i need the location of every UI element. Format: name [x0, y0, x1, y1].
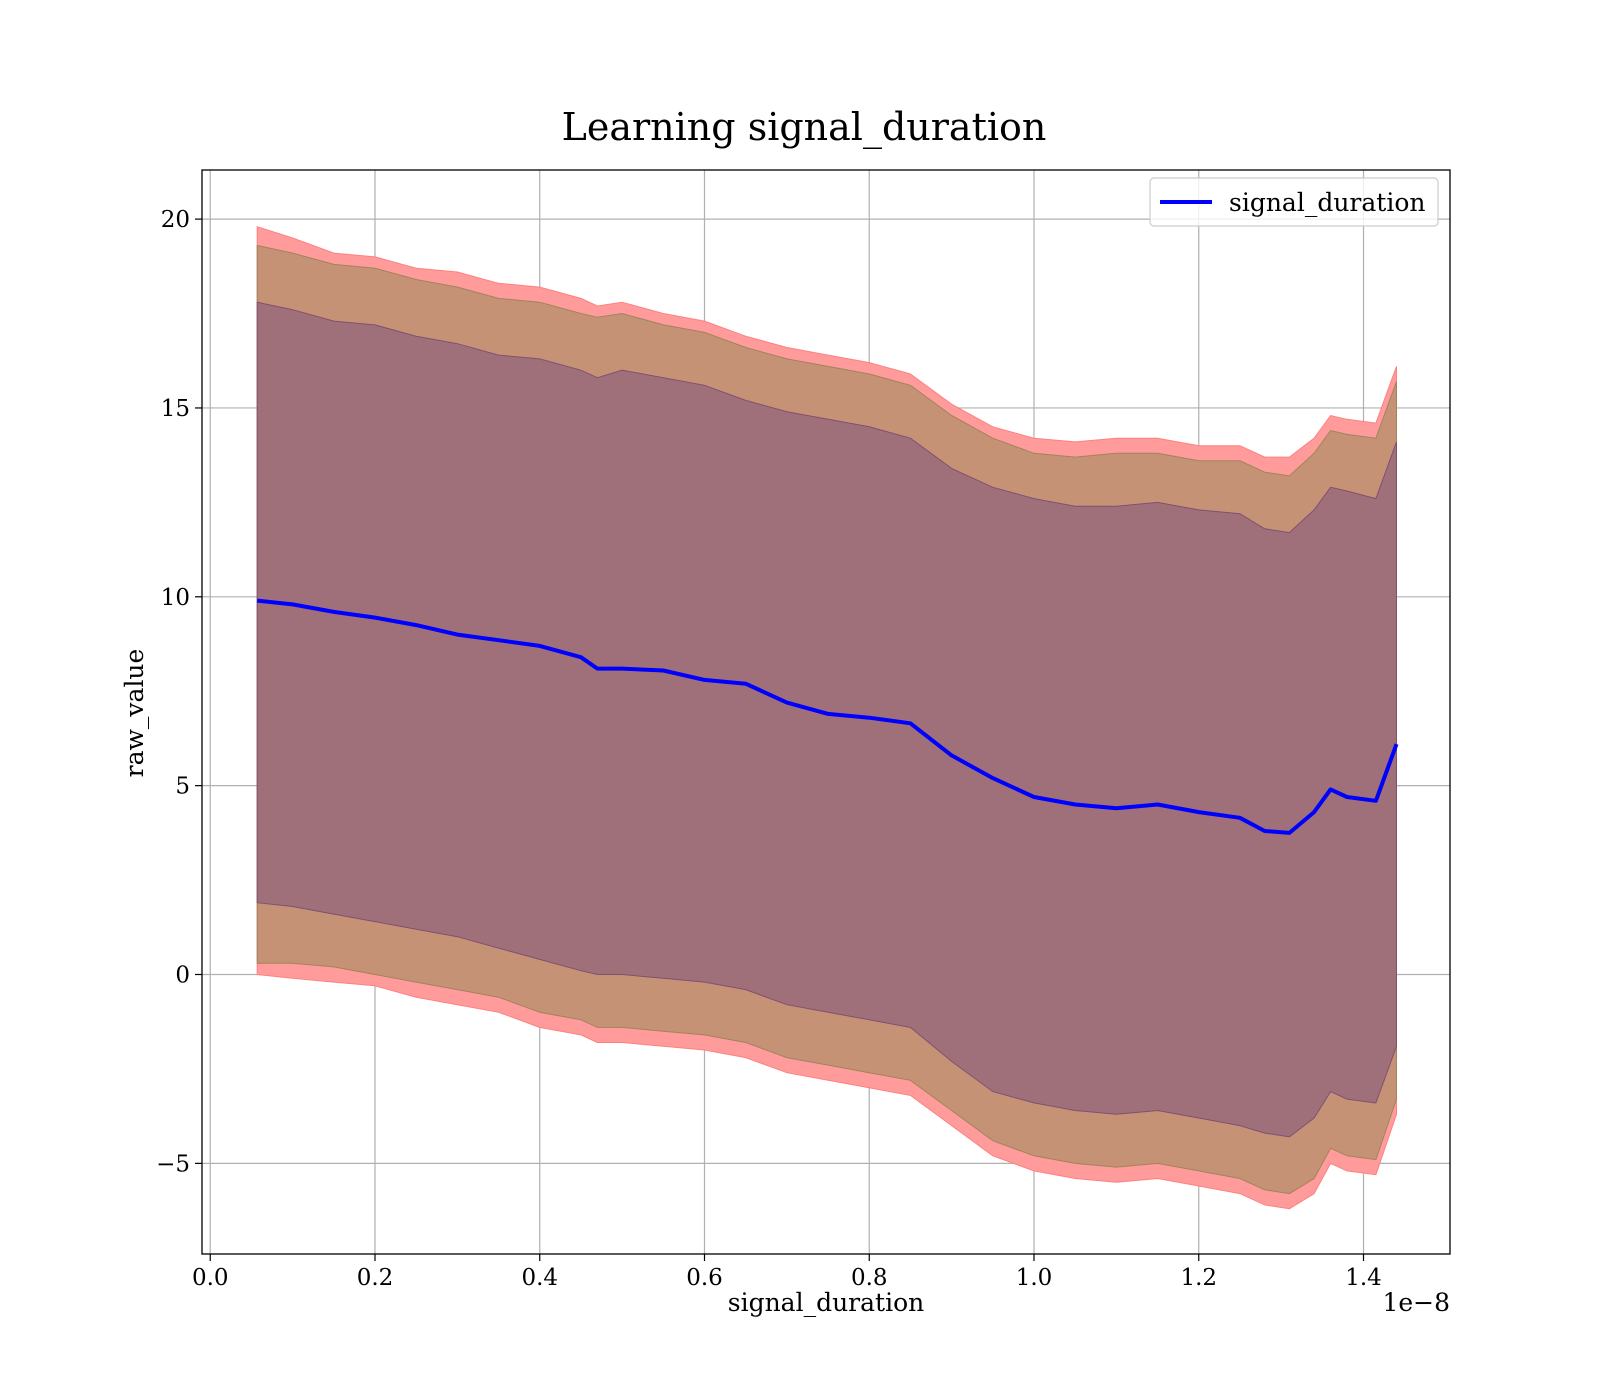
x-tick-label: 0.0	[192, 1265, 229, 1291]
x-axis-label: signal_duration	[728, 1288, 924, 1317]
x-tick-label: 0.4	[521, 1265, 558, 1291]
x-axis-scale-note: 1e−8	[1382, 1288, 1450, 1317]
y-tick-label: 0	[175, 963, 190, 989]
tick-layer: 0.0 0.2 0.4 0.6 0.8 1.0 1.2 1.4 −5 0 5 10 15 20	[156, 207, 1382, 1291]
y-tick-label: 5	[175, 774, 190, 800]
x-tick-label: 1.0	[1016, 1265, 1053, 1291]
x-tick-label: 0.6	[686, 1265, 723, 1291]
x-tick-label: 1.4	[1345, 1265, 1382, 1291]
y-tick-label: 10	[161, 585, 190, 611]
y-tick-label: −5	[156, 1151, 190, 1177]
legend-box	[1149, 177, 1439, 227]
y-tick-label: 15	[161, 396, 190, 422]
x-tick-label: 0.2	[357, 1265, 394, 1291]
y-tick-label: 20	[161, 207, 190, 233]
chart-title: Learning signal_duration	[562, 105, 1047, 150]
band-layer	[256, 226, 1397, 1210]
legend-label: signal_duration	[1229, 188, 1425, 217]
series-line-signal-duration	[256, 598, 1399, 835]
plot-frame	[201, 169, 1451, 1255]
line-layer	[256, 598, 1399, 835]
inner-band	[256, 301, 1397, 1138]
x-tick-label: 1.2	[1180, 1265, 1217, 1291]
y-axis-label: raw_value	[120, 649, 149, 778]
x-tick-label: 0.8	[851, 1265, 888, 1291]
legend: signal_duration	[1149, 177, 1439, 227]
